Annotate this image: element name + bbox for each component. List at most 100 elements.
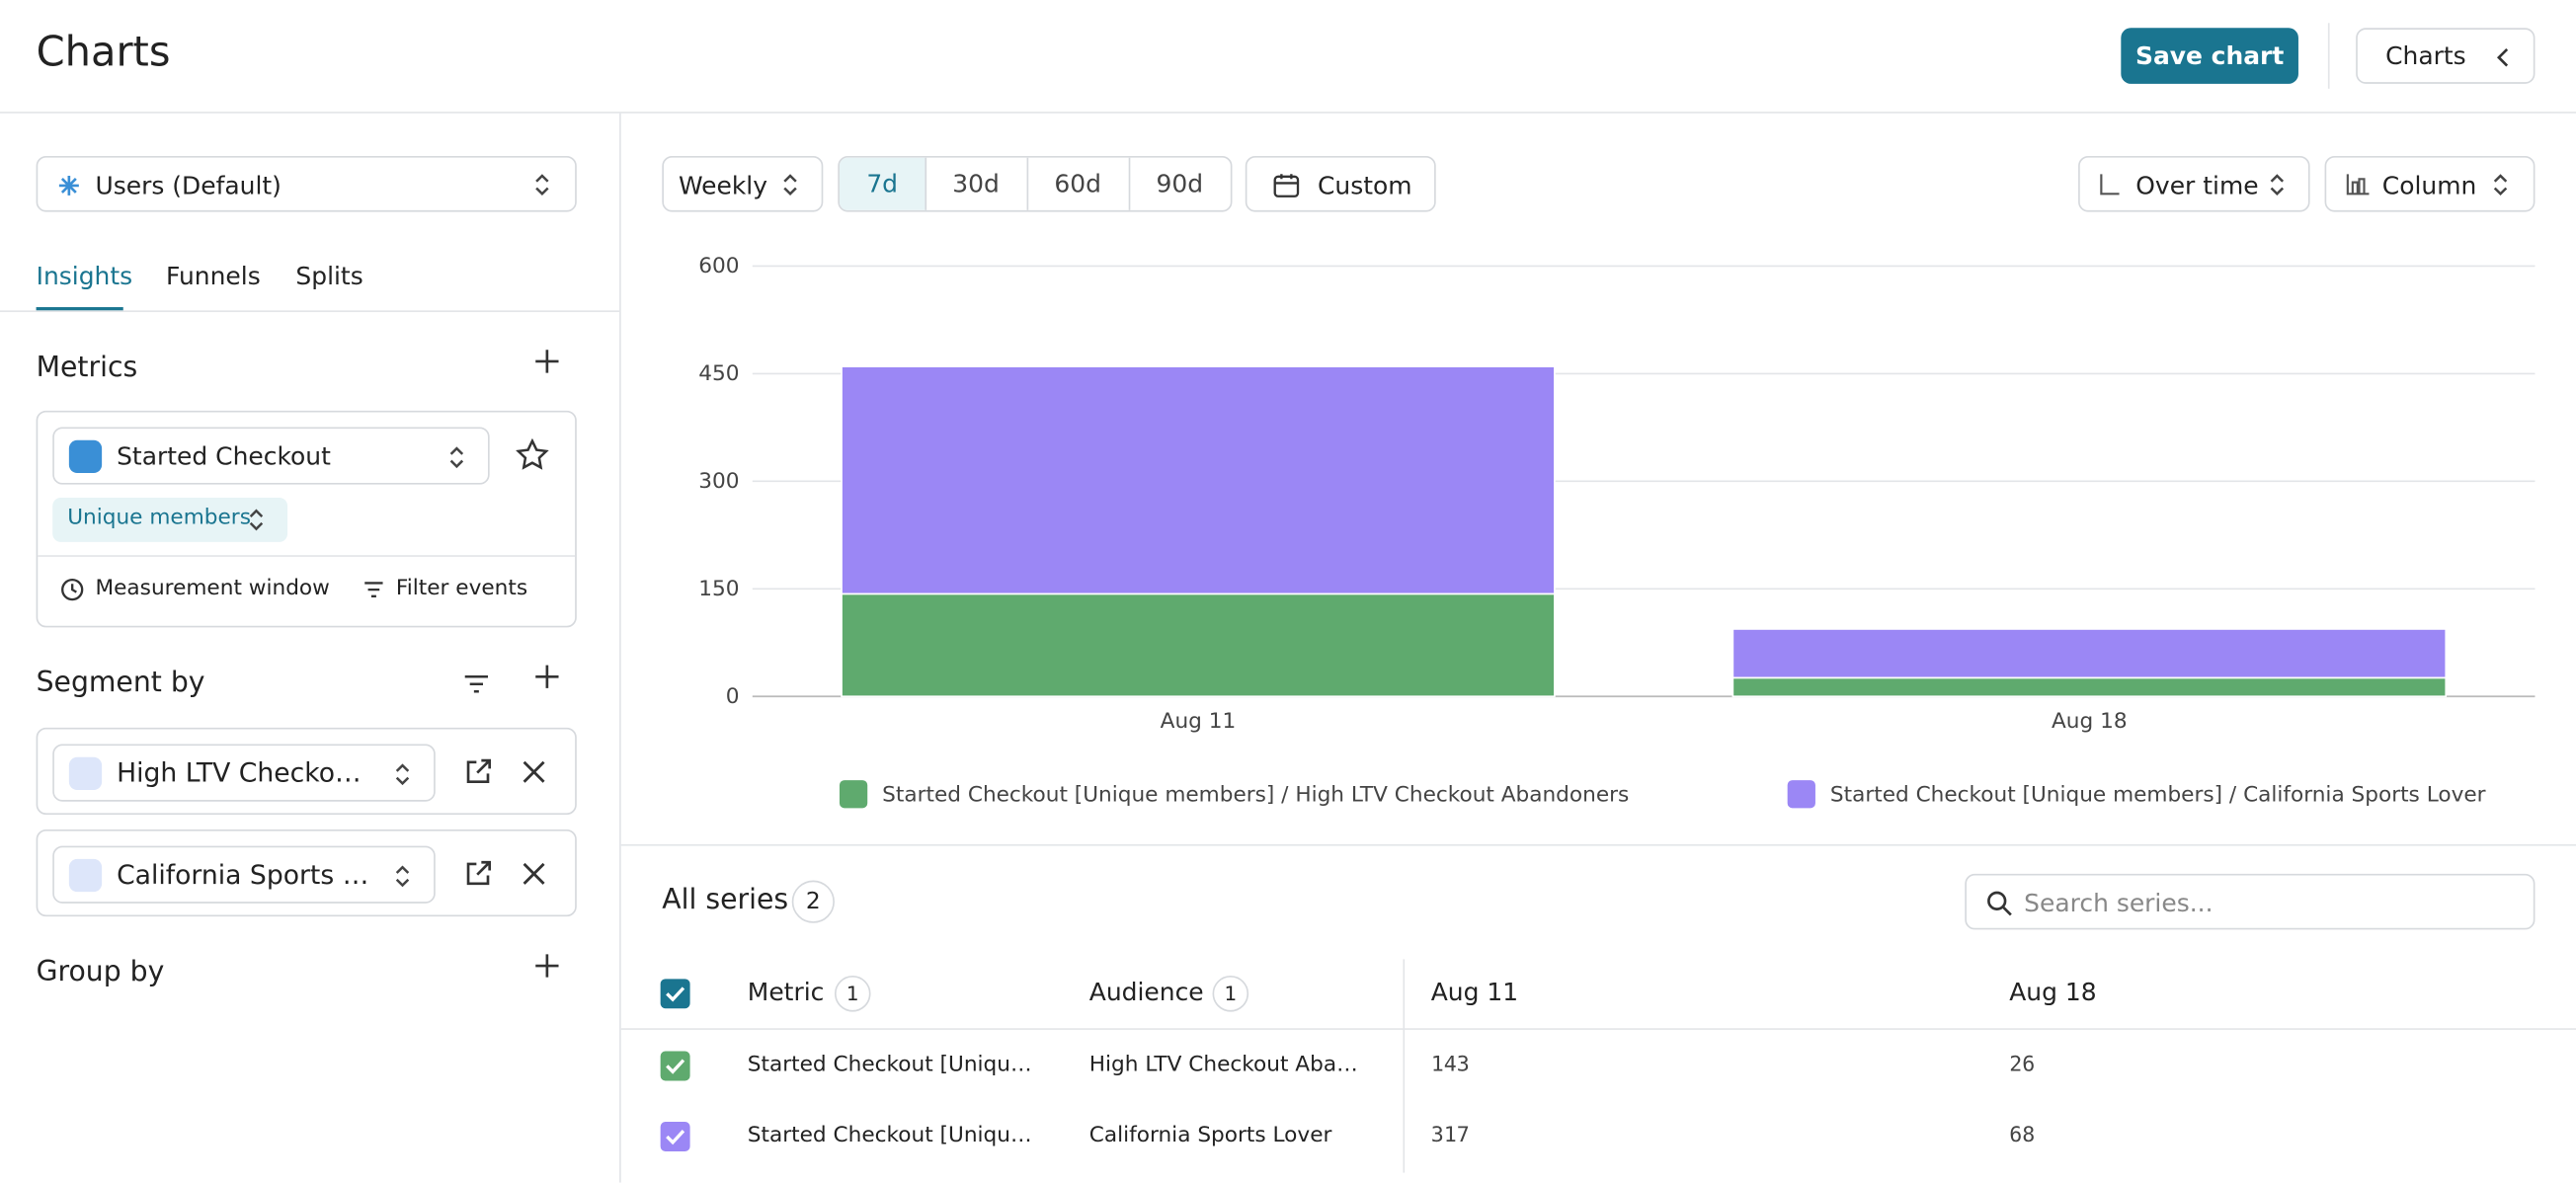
charts-button[interactable]: Charts [2356, 28, 2536, 84]
segment-card: California Sports Lover [36, 828, 577, 917]
value-cell: 26 [2009, 1053, 2036, 1078]
tab-indicator [36, 307, 123, 311]
calendar-icon [1273, 174, 1300, 197]
filter-icon [364, 582, 383, 597]
updown-icon [534, 173, 551, 204]
bar [1731, 676, 2448, 698]
divider [2327, 23, 2330, 89]
custom-range-button[interactable]: Custom [1245, 156, 1436, 212]
audience-icon [58, 175, 79, 196]
updown-icon [448, 445, 465, 477]
select-label: Started Checkout [117, 441, 331, 472]
filter-icon[interactable] [463, 673, 490, 695]
search-icon [1987, 891, 2012, 916]
y-tick-label: 0 [726, 684, 740, 709]
add-button[interactable] [534, 349, 561, 381]
value-cell: 68 [2009, 1123, 2036, 1148]
section-title: Group by [36, 956, 165, 989]
metric-icon [68, 439, 103, 474]
column-icon [2346, 174, 2370, 196]
range-option[interactable]: 30d [925, 157, 1029, 210]
series-table: Metric 1 Audience 1 Aug 11 Aug 18 Starte… [620, 959, 2576, 1182]
divider [1403, 959, 1406, 1173]
value-cell: 143 [1430, 1053, 1470, 1078]
select-label: Column [2381, 170, 2477, 200]
updown-icon [248, 508, 265, 539]
bar [841, 592, 1556, 698]
select-label: High LTV Checkout Abandoners [117, 756, 371, 789]
x-tick-label: Aug 18 [2052, 709, 2128, 734]
section-title: Metrics [36, 351, 138, 385]
checkbox[interactable] [660, 1122, 690, 1151]
open-icon[interactable] [463, 757, 493, 794]
checkbox[interactable] [660, 1051, 690, 1081]
count-badge: 2 [791, 880, 835, 923]
updown-icon [2269, 173, 2286, 204]
bar [1731, 628, 2448, 679]
star-icon[interactable] [516, 438, 549, 471]
remove-icon[interactable] [521, 758, 547, 791]
divider [0, 112, 2576, 114]
section-title: All series [662, 883, 789, 917]
search-input[interactable]: Search series... [1965, 873, 2536, 930]
legend-swatch [839, 780, 868, 809]
aggregation-select[interactable]: Unique members [52, 497, 288, 542]
select-label: Weekly [678, 170, 767, 200]
select-label: Unique members [67, 506, 251, 531]
add-button[interactable] [534, 953, 561, 986]
cell: California Sports Lover [1088, 1123, 1332, 1148]
updown-icon [394, 864, 411, 896]
x-tick-label: Aug 11 [1161, 709, 1237, 734]
placeholder: Search series... [2024, 888, 2214, 918]
metric-select[interactable]: Started Checkout [52, 427, 490, 485]
interval-select[interactable]: Weekly [662, 156, 824, 212]
segment-icon [68, 858, 103, 893]
checkbox[interactable] [660, 979, 690, 1009]
open-icon[interactable] [463, 859, 493, 896]
range-option[interactable]: 7d [839, 157, 927, 210]
range-option[interactable]: 60d [1027, 157, 1131, 210]
metric-card: Started Checkout Unique members Measurem… [36, 410, 577, 628]
segment-card: High LTV Checkout Abandoners [36, 727, 577, 815]
tab[interactable]: Funnels [165, 261, 261, 291]
axis-icon [2100, 174, 2120, 196]
y-tick-label: 150 [698, 577, 739, 601]
divider [38, 555, 576, 557]
mode-select[interactable]: Over time [2078, 156, 2310, 212]
chevron-icon [2496, 47, 2509, 67]
tab[interactable]: Splits [295, 261, 363, 291]
updown-icon [2492, 173, 2509, 204]
select-label: Users (Default) [95, 170, 282, 200]
updown-icon [782, 173, 799, 204]
y-tick-label: 300 [698, 469, 739, 494]
tab[interactable]: Insights [36, 261, 133, 291]
section-title: Segment by [36, 667, 205, 700]
cell: Started Checkout [Unique members] [747, 1123, 1033, 1148]
select-label: California Sports Lover [117, 858, 371, 891]
updown-icon [394, 762, 411, 794]
audience-select[interactable]: Users (Default) [36, 156, 577, 212]
button-label: Custom [1317, 170, 1412, 200]
page-title: Charts [36, 28, 171, 76]
filter-button[interactable]: Filter events [395, 576, 528, 601]
range-option[interactable]: 90d [1156, 169, 1204, 199]
column-header: Aug 18 [2009, 977, 2097, 1007]
divider [620, 843, 2576, 846]
column-header: Aug 11 [1430, 977, 1519, 1007]
clock-icon [61, 578, 84, 601]
add-button[interactable] [534, 664, 561, 696]
count-badge: 1 [1212, 976, 1249, 1012]
legend-swatch [1787, 780, 1815, 809]
segment-select[interactable]: California Sports Lover [52, 845, 436, 904]
chart-kind-select[interactable]: Column [2324, 156, 2536, 212]
save-button[interactable]: Save chart [2121, 28, 2298, 84]
y-tick-label: 600 [698, 254, 739, 278]
bar [841, 365, 1556, 595]
remove-icon[interactable] [521, 861, 547, 894]
divider [0, 310, 620, 313]
measurement-button[interactable]: Measurement window [95, 576, 330, 601]
segment-select[interactable]: High LTV Checkout Abandoners [52, 744, 436, 802]
cell: High LTV Checkout Abandoners [1088, 1053, 1369, 1078]
range-group: 7d 30d 60d 90d [838, 156, 1233, 212]
